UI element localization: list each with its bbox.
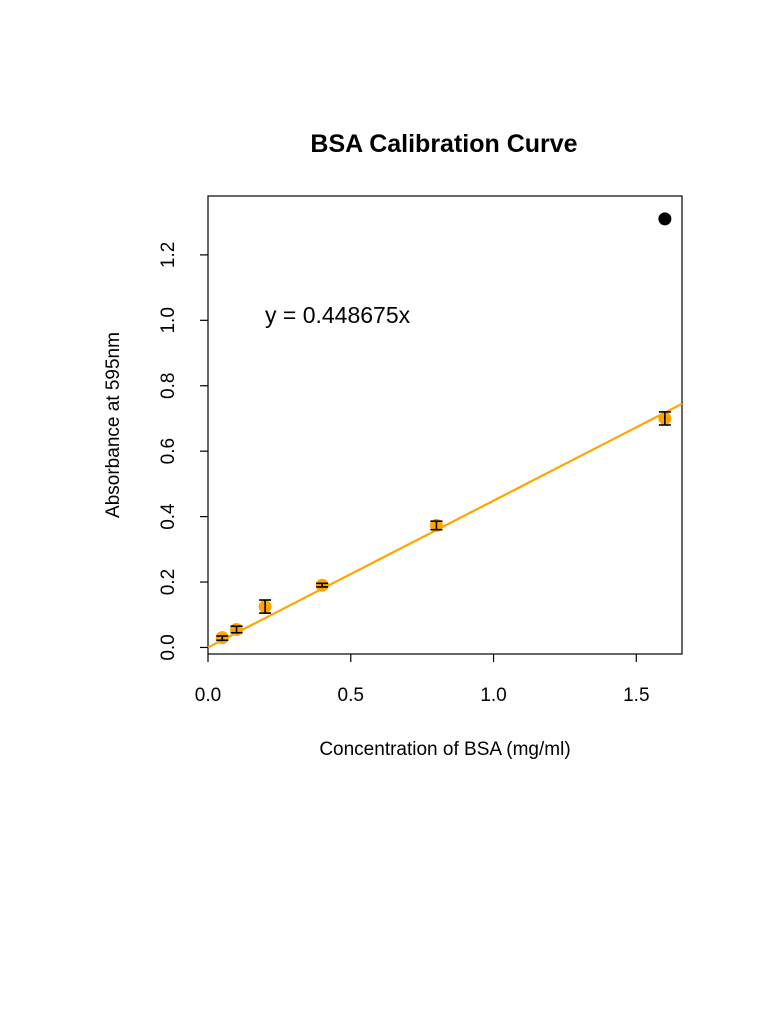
x-axis-label: Concentration of BSA (mg/ml) [319, 739, 570, 760]
y-tick-label: 0.2 [158, 569, 179, 595]
x-tick-label: 0.0 [195, 685, 221, 706]
outlier-point [658, 212, 672, 226]
plot-area-frame [207, 195, 683, 655]
fit-line [207, 402, 683, 649]
y-axis-label: Absorbance at 595nm [103, 332, 124, 518]
y-tick-label: 0.8 [158, 373, 179, 399]
x-tick-label: 1.5 [623, 685, 649, 706]
chart-title: BSA Calibration Curve [310, 130, 577, 158]
y-tick-label: 0.6 [158, 438, 179, 464]
x-axis: 0.0 0.5 1.0 1.5 [195, 654, 650, 706]
y-tick-label: 0.0 [158, 634, 179, 660]
x-tick-label: 0.5 [338, 685, 364, 706]
fit-equation-label: y = 0.448675x [265, 302, 411, 328]
y-axis: 0.0 0.2 0.4 0.6 0.8 1.0 1.2 [158, 242, 208, 661]
y-tick-label: 1.2 [158, 242, 179, 268]
fit-line-layer [207, 402, 683, 649]
data-points-layer [215, 212, 672, 645]
y-tick-label: 1.0 [158, 307, 179, 333]
x-tick-label: 1.0 [480, 685, 506, 706]
y-tick-label: 0.4 [158, 503, 179, 530]
